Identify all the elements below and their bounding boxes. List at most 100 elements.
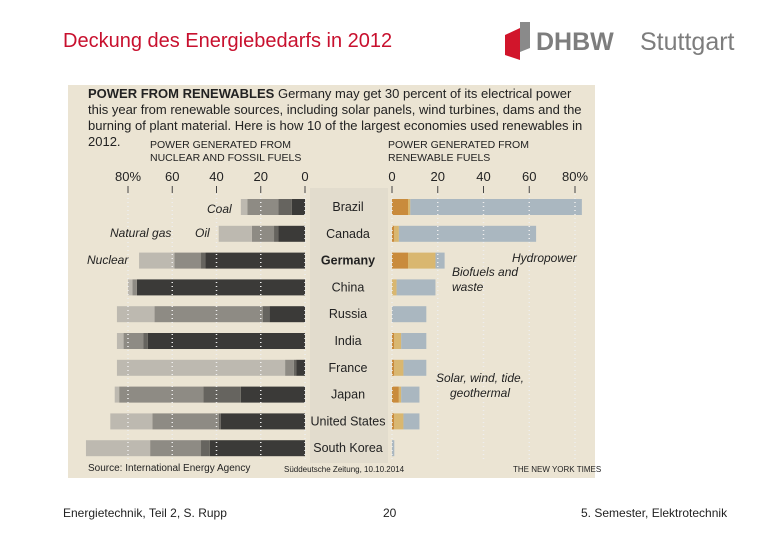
legend-entry: Nuclear bbox=[87, 253, 129, 267]
bar-segment bbox=[251, 225, 275, 242]
bar-segment bbox=[278, 225, 305, 242]
x-tick-label: 60 bbox=[165, 169, 179, 184]
x-tick-label: 0 bbox=[388, 169, 395, 184]
chart-title: POWER FROM RENEWABLES bbox=[88, 86, 275, 101]
bar-segment bbox=[410, 199, 582, 215]
bar-segment bbox=[269, 306, 305, 323]
bar-segment bbox=[240, 199, 248, 215]
bar-segment bbox=[128, 279, 133, 296]
bar-segment bbox=[396, 279, 436, 296]
bar-segment bbox=[293, 359, 297, 376]
bar-segment bbox=[285, 359, 294, 376]
logo-mark bbox=[505, 28, 520, 60]
category-label: United States bbox=[310, 414, 385, 428]
bar-segment bbox=[392, 252, 409, 269]
publisher: THE NEW YORK TIMES bbox=[513, 465, 602, 474]
slide-title: Deckung des Energiebedarfs in 2012 bbox=[63, 30, 393, 52]
bar-segment bbox=[392, 359, 395, 376]
logo-city: Stuttgart bbox=[640, 28, 735, 56]
category-label: South Korea bbox=[313, 441, 383, 455]
bar-segment bbox=[394, 359, 404, 376]
x-axis-label: POWER GENERATED FROM NUCLEAR AND FOSSIL … bbox=[150, 139, 302, 164]
bar-segment bbox=[201, 440, 210, 457]
bar-segment bbox=[392, 225, 395, 242]
bar-segment bbox=[154, 306, 263, 323]
bar-segment bbox=[394, 413, 404, 430]
bar-segment bbox=[247, 199, 279, 215]
x-tick-label: 20 bbox=[431, 169, 445, 184]
x-tick-label: 20 bbox=[254, 169, 268, 184]
bar-segment bbox=[136, 279, 305, 296]
bar-segment bbox=[435, 252, 445, 269]
legend-entry: Hydropower bbox=[512, 251, 577, 265]
bar-segment bbox=[119, 386, 204, 403]
bar-segment bbox=[392, 386, 399, 403]
bar-segment bbox=[174, 252, 202, 269]
legend-entry: Biofuels and waste bbox=[452, 265, 519, 294]
legend-entry: Solar, wind, tide, geothermal bbox=[435, 371, 525, 400]
image-credit: Süddeutsche Zeitung, 10.10.2014 bbox=[284, 465, 405, 474]
bar-segment bbox=[403, 413, 420, 430]
bar-segment bbox=[240, 386, 305, 403]
bar-segment bbox=[152, 413, 219, 430]
bar-segment bbox=[132, 279, 137, 296]
bar-segment bbox=[296, 359, 305, 376]
x-tick-label: 80% bbox=[115, 169, 141, 184]
bar-segment bbox=[392, 440, 395, 457]
bar-segment bbox=[392, 413, 395, 430]
bar-segment bbox=[85, 440, 151, 457]
bar-segment bbox=[205, 252, 305, 269]
bar-segment bbox=[114, 386, 120, 403]
bar-segment bbox=[150, 440, 202, 457]
chart-heading: POWER FROM RENEWABLES Germany may get 30… bbox=[88, 86, 588, 150]
bar-segment bbox=[139, 252, 175, 269]
category-band bbox=[310, 188, 388, 463]
bar-segment bbox=[116, 306, 155, 323]
bar-segment bbox=[394, 333, 402, 349]
footer-right: 5. Semester, Elektrotechnik bbox=[581, 506, 728, 520]
bar-segment bbox=[401, 386, 420, 403]
bar-segment bbox=[408, 252, 436, 269]
bar-segment bbox=[143, 333, 148, 349]
category-label: France bbox=[329, 361, 368, 375]
category-label: India bbox=[334, 334, 361, 348]
logo-mark bbox=[520, 22, 530, 52]
category-label: Japan bbox=[331, 388, 365, 402]
x-tick-label: 80% bbox=[562, 169, 588, 184]
bar-segment bbox=[392, 199, 409, 215]
page-number: 20 bbox=[383, 506, 397, 520]
bar-segment bbox=[147, 333, 305, 349]
x-tick-label: 40 bbox=[476, 169, 490, 184]
legend-entry: Oil bbox=[195, 226, 210, 240]
bar-segment bbox=[401, 333, 427, 349]
x-tick-label: 0 bbox=[301, 169, 308, 184]
bar-segment bbox=[392, 306, 427, 323]
bar-segment bbox=[116, 333, 124, 349]
x-tick-label: 60 bbox=[522, 169, 536, 184]
category-label: China bbox=[332, 280, 365, 294]
category-label: Canada bbox=[326, 227, 370, 241]
bar-segment bbox=[220, 413, 305, 430]
bar-segment bbox=[116, 359, 286, 376]
bar-segment bbox=[262, 306, 270, 323]
bar-segment bbox=[392, 333, 395, 349]
bar-segment bbox=[408, 199, 411, 215]
bar-segment bbox=[201, 252, 206, 269]
bar-segment bbox=[403, 359, 427, 376]
bar-segment bbox=[278, 199, 292, 215]
bar-segment bbox=[394, 225, 399, 242]
legend-entry: Coal bbox=[207, 202, 232, 216]
x2-axis-label: POWER GENERATED FROM RENEWABLE FUELS bbox=[388, 139, 529, 164]
bar-segment bbox=[110, 413, 153, 430]
category-label: Brazil bbox=[332, 200, 363, 214]
category-label: Germany bbox=[321, 254, 375, 268]
bar-segment bbox=[392, 279, 397, 296]
legend-entry: Natural gas bbox=[110, 226, 172, 240]
category-label: Russia bbox=[329, 307, 367, 321]
source: Source: International Energy Agency bbox=[88, 463, 251, 474]
bar-segment bbox=[398, 386, 402, 403]
bar-segment bbox=[218, 225, 252, 242]
x-tick-label: 40 bbox=[209, 169, 223, 184]
